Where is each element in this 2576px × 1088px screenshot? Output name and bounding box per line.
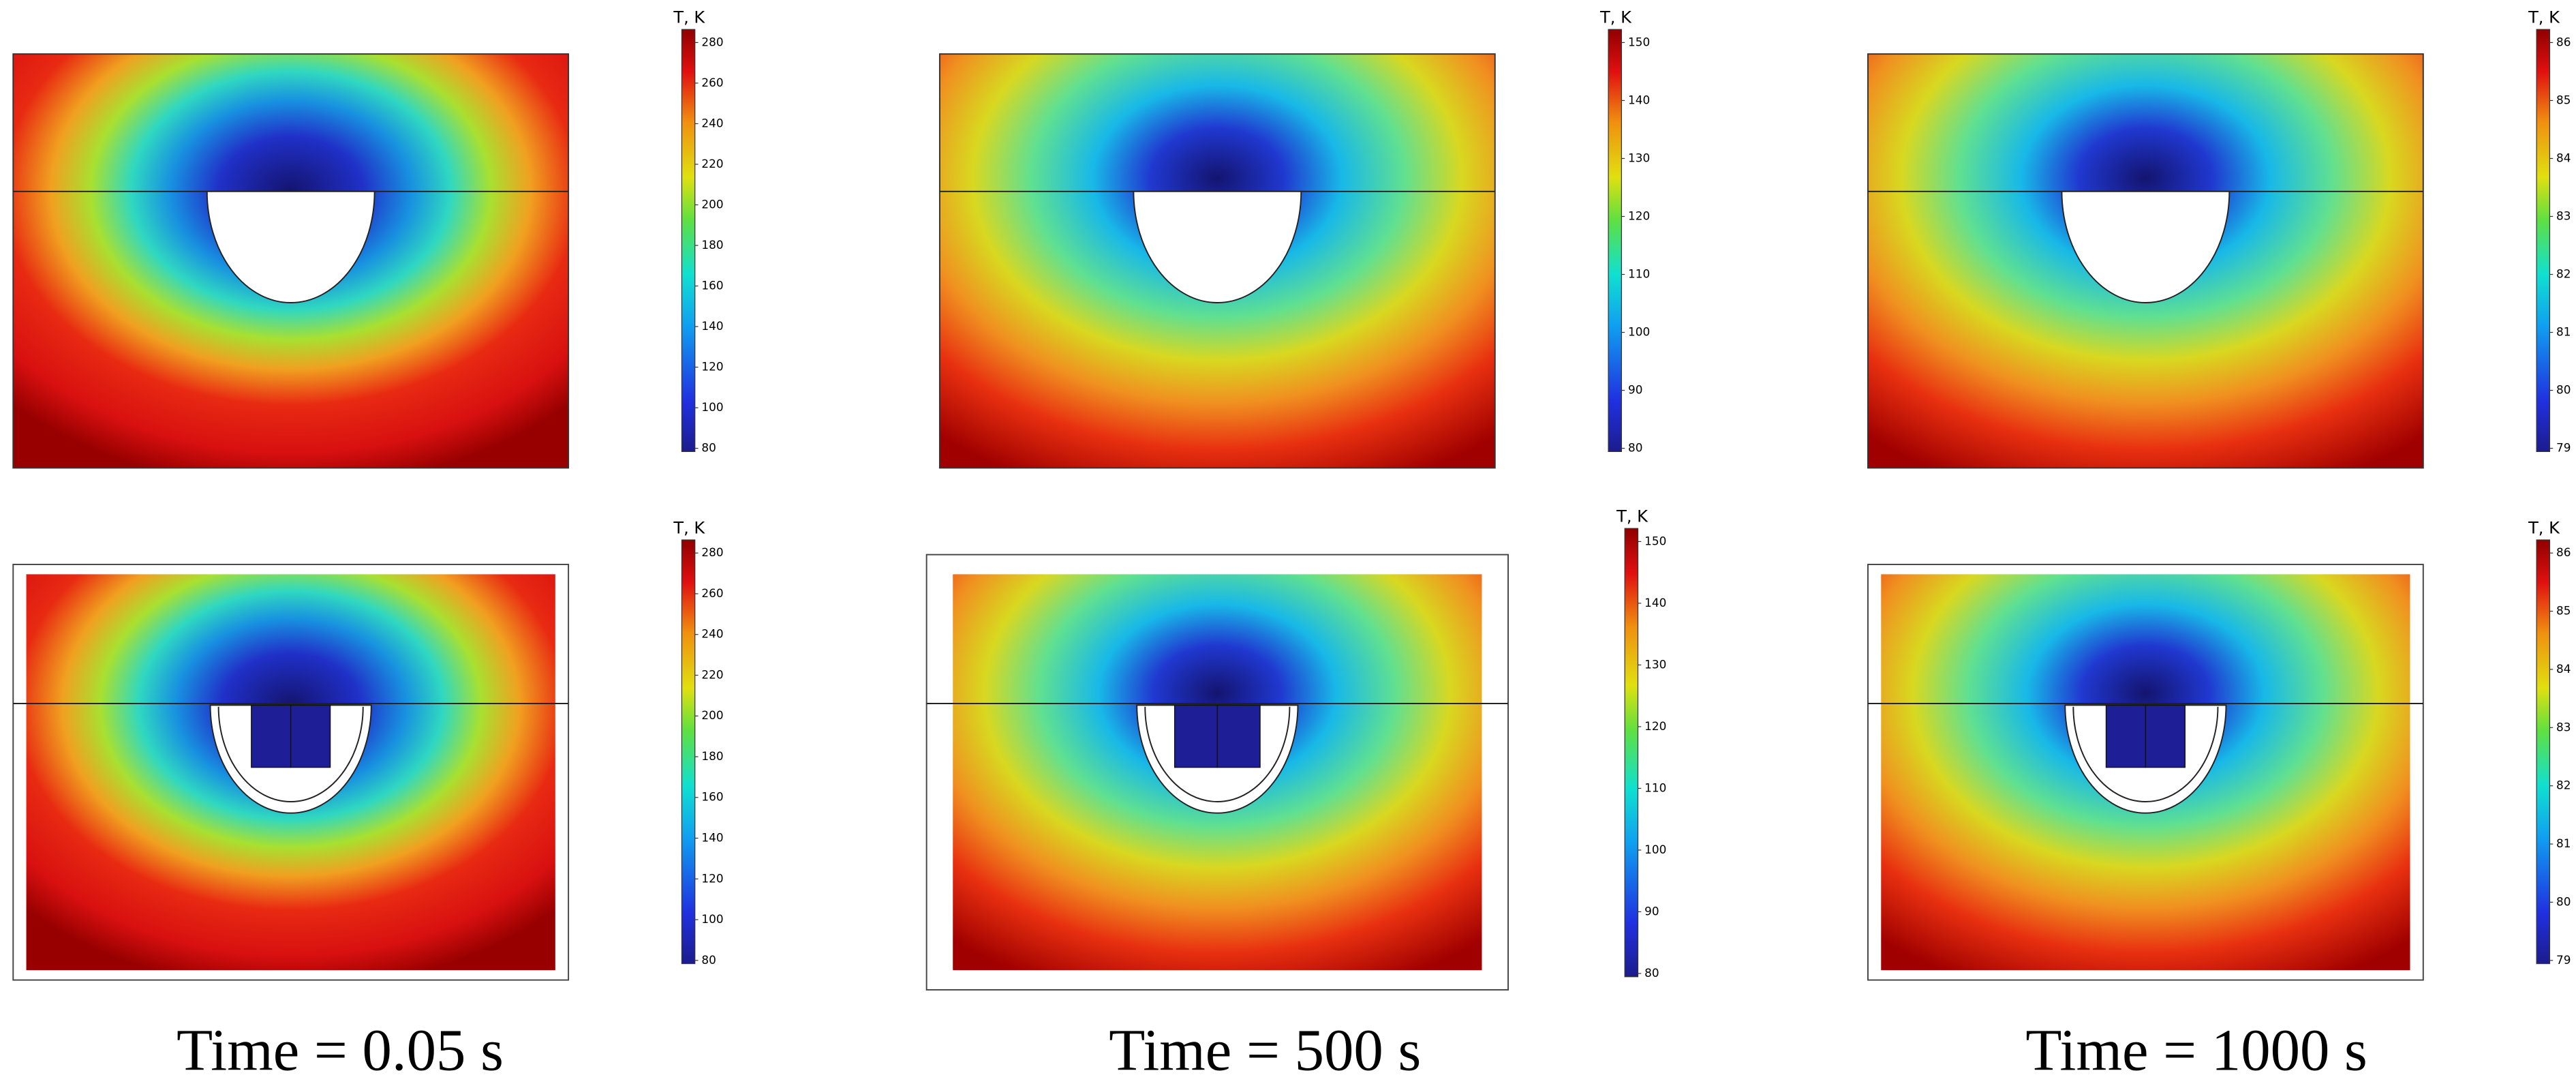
colorbar-tick-label: 140 — [701, 831, 723, 845]
colorbar-title: T, K — [673, 8, 705, 27]
time-caption: Time = 1000 s — [2025, 1018, 2367, 1083]
colorbar-tick-label: 260 — [701, 76, 723, 89]
colorbar-tick-label: 120 — [1628, 209, 1650, 223]
colorbar-tick-label: 100 — [1628, 325, 1650, 339]
colorbar-tick-label: 100 — [1644, 843, 1666, 856]
colorbar-tick-label: 200 — [701, 198, 723, 211]
colorbar-tick-label: 79 — [2556, 441, 2571, 455]
colorbar-title: T, K — [1616, 507, 1649, 526]
colorbar-tick-label: 83 — [2556, 720, 2571, 734]
colorbar-tick-label: 80 — [2556, 894, 2571, 908]
colorbar-tick-label: 260 — [701, 586, 723, 600]
colorbar-tick-label: 130 — [1644, 657, 1666, 671]
panel: T, K 80 90 100 110 120 130 140 150 — [938, 8, 1650, 469]
colorbar-tick-label: 150 — [1628, 35, 1650, 48]
colorbar-tick-label: 84 — [2556, 662, 2571, 676]
colorbar-tick-label: 220 — [701, 157, 723, 170]
colorbar-tick-label: 280 — [701, 545, 723, 559]
colorbar — [2536, 29, 2551, 452]
colorbar-tick-label: 140 — [1644, 596, 1666, 609]
colorbar — [1608, 29, 1622, 452]
colorbar-tick-label: 85 — [2556, 604, 2571, 618]
time-caption: Time = 0.05 s — [177, 1018, 504, 1083]
colorbar-tick-label: 80 — [1628, 441, 1642, 455]
colorbar-tick-label: 83 — [2556, 209, 2571, 223]
inner-shell — [2072, 706, 2219, 802]
colorbar-tick-label: 240 — [701, 627, 723, 641]
colorbar-title: T, K — [1599, 8, 1632, 27]
colorbar-tick-label: 280 — [701, 35, 723, 48]
colorbar-tick-label: 81 — [2556, 836, 2571, 850]
inner-shell — [217, 706, 364, 802]
block — [1216, 704, 1261, 768]
hole — [1133, 190, 1302, 303]
colorbar-tick-label: 220 — [701, 668, 723, 682]
block — [2145, 704, 2186, 768]
block — [1174, 704, 1218, 768]
colorbar-tick-label: 140 — [701, 319, 723, 333]
colorbar-tick-label: 82 — [2556, 779, 2571, 792]
colorbar-tick-label: 100 — [701, 912, 723, 926]
colorbar-tick-label: 180 — [701, 238, 723, 252]
colorbar-tick-label: 120 — [701, 871, 723, 885]
colorbar-tick-label: 110 — [1644, 781, 1666, 794]
block — [251, 704, 292, 768]
colorbar-tick-label: 180 — [701, 749, 723, 763]
colorbar — [1624, 528, 1639, 978]
colorbar-tick-label: 80 — [701, 441, 716, 455]
colorbar-tick-label: 86 — [2556, 545, 2571, 559]
colorbar-tick-label: 130 — [1628, 151, 1650, 164]
colorbar-tick-label: 200 — [701, 708, 723, 722]
panel: T, K 79 80 81 82 83 84 85 86 — [1867, 8, 2571, 469]
colorbar-tick-label: 120 — [701, 360, 723, 374]
panel: T, K 80 100 120 140 160 180 200 220 240 260 280 — [12, 8, 724, 469]
colorbar-tick-label: 160 — [701, 790, 723, 804]
colorbar-tick-label: 100 — [701, 400, 723, 414]
block — [2105, 704, 2147, 768]
inner-shell — [1144, 706, 1291, 802]
colorbar-tick-label: 84 — [2556, 151, 2571, 164]
colorbar — [681, 539, 696, 965]
colorbar-tick-label: 79 — [2556, 953, 2571, 967]
colorbar-tick-label: 90 — [1644, 905, 1659, 918]
colorbar-tick-label: 80 — [701, 953, 716, 967]
hole — [2061, 190, 2230, 303]
colorbar-tick-label: 86 — [2556, 35, 2571, 48]
colorbar-tick-label: 120 — [1644, 719, 1666, 733]
colorbar-title: T, K — [2528, 518, 2560, 537]
colorbar-tick-label: 160 — [701, 279, 723, 292]
colorbar-tick-label: 110 — [1628, 267, 1650, 281]
colorbar-tick-label: 90 — [1628, 383, 1642, 397]
colorbar-tick-label: 80 — [1644, 966, 1659, 980]
colorbar-title: T, K — [2528, 8, 2560, 27]
colorbar-tick-label: 82 — [2556, 267, 2571, 281]
panel: T, K 80 90 100 110 120 130 140 150 — [925, 507, 1666, 991]
colorbar-tick-label: 150 — [1644, 534, 1666, 547]
panel: T, K 79 80 81 82 83 84 85 86 — [1867, 518, 2571, 981]
colorbar-tick-label: 85 — [2556, 93, 2571, 106]
colorbar-tick-label: 81 — [2556, 325, 2571, 339]
colorbar-tick-label: 140 — [1628, 93, 1650, 106]
colorbar-title: T, K — [673, 518, 705, 537]
colorbar-tick-label: 80 — [2556, 383, 2571, 397]
panel: T, K 80 100 120 140 160 180 200 220 240 260 280 — [12, 518, 724, 981]
hole — [206, 190, 375, 303]
colorbar — [2536, 539, 2551, 965]
colorbar — [681, 29, 696, 452]
block — [290, 704, 331, 768]
time-caption: Time = 500 s — [1109, 1018, 1421, 1083]
colorbar-tick-label: 240 — [701, 116, 723, 130]
